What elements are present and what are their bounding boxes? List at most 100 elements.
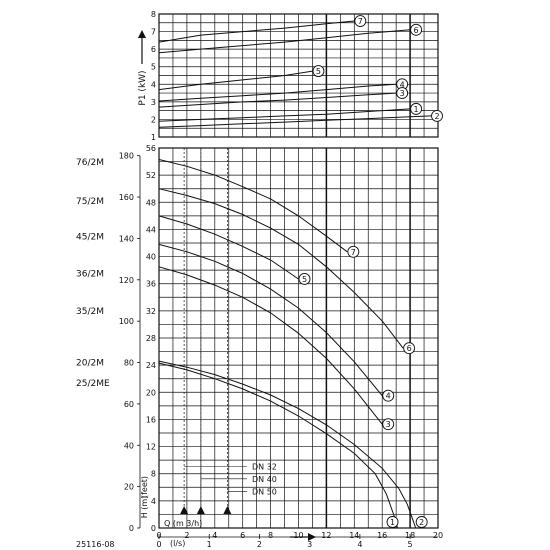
head-tick-label-m: 56: [146, 144, 156, 153]
model-label: 35/2M: [76, 307, 104, 317]
dn-label-2: DN 40: [252, 475, 277, 484]
head-curve-label-7: 7: [351, 248, 356, 257]
head-tick-label-m: 20: [146, 388, 156, 397]
dn-lines: DN 32 DN 40 DN 50: [183, 148, 277, 514]
head-curve-5: [158, 215, 299, 280]
head-tick-label-ft: 80: [124, 359, 134, 368]
dn-label-1: DN 32: [252, 462, 277, 471]
head-tick-label-m: 40: [146, 253, 156, 262]
head-x-tick-label: 6: [240, 531, 245, 540]
head-x-tick-label: 2: [184, 531, 189, 540]
head-curve-marker-7: [347, 245, 360, 258]
ls-tick-label: 0: [156, 540, 161, 549]
head-curve-label-1: 1: [390, 518, 395, 527]
power-curve-label-3: 3: [400, 89, 405, 98]
head-tick-label-m: 28: [146, 334, 156, 343]
model-labels: 76/2M 75/2M 45/2M 36/2M 35/2M 20/2M 25/2ME: [76, 158, 110, 389]
power-tick-label: 7: [151, 28, 156, 37]
dn-marker-3: [223, 506, 232, 514]
head-curve-marker-5: [298, 273, 311, 285]
head-tick-label-m: 16: [146, 415, 156, 424]
head-x-tick-label: 10: [293, 531, 303, 540]
head-tick-label-m: 8: [151, 470, 156, 479]
power-curve-2: [158, 115, 432, 128]
power-curve-4: [158, 83, 397, 102]
secondary-x-axis-label: (l/s): [170, 539, 185, 548]
head-tick-label-m: 12: [146, 443, 156, 452]
power-tick-label: 2: [151, 115, 156, 124]
power-curve-6: [158, 29, 411, 54]
power-curve-label-1: 1: [414, 105, 419, 114]
head-tick-label-ft: 20: [124, 483, 134, 492]
model-label: 36/2M: [76, 270, 104, 280]
head-curve-6: [158, 188, 404, 349]
ls-tick-label: 2: [257, 540, 262, 549]
head-curves: 7 6 5 4 3 1 2: [158, 159, 428, 529]
ls-tick-label: 5: [408, 540, 413, 549]
head-y-axis-label-metres: H (m): [140, 496, 149, 519]
power-curve-5: [158, 70, 313, 91]
power-curve-label-4: 4: [400, 80, 405, 89]
head-curve-marker-2: [415, 516, 428, 528]
power-y-axis-label: P1 (kW): [138, 70, 148, 105]
head-y-axis-label-feet: (feet): [140, 476, 149, 498]
head-curve-label-3: 3: [386, 420, 391, 429]
head-curve-label-2: 2: [419, 518, 424, 527]
head-tick-label-ft: 0: [129, 524, 134, 533]
power-y-axis: 1 2 3 4 5 6 7 8: [151, 10, 156, 142]
head-curve-label-4: 4: [386, 392, 391, 401]
head-tick-label-m: 52: [146, 171, 156, 180]
power-curve-1: [158, 108, 411, 122]
dn-markers: [180, 506, 232, 514]
head-x-tick-label: 20: [433, 531, 443, 540]
head-y-axis-feet: 0 20 40 60 80 100 120 140 160 180: [119, 152, 141, 533]
head-grid: [158, 147, 439, 529]
dn-marker-1: [180, 506, 189, 514]
model-label: 45/2M: [76, 232, 104, 242]
head-tick-label-m: 44: [146, 225, 156, 234]
head-tick-label-ft: 40: [124, 441, 134, 450]
head-tick-label-ft: 120: [119, 276, 134, 285]
head-x-tick-label: 16: [377, 531, 387, 540]
power-axis-arrow: [138, 30, 146, 64]
power-curve-3: [158, 92, 397, 108]
flow-axis-arrow: [290, 533, 316, 541]
head-curve-marker-6: [403, 342, 416, 355]
head-curve-marker-3: [382, 418, 395, 431]
head-tick-label-ft: 160: [119, 193, 134, 202]
power-curve-label-7: 7: [358, 17, 363, 26]
head-curve-7: [158, 159, 348, 253]
power-curve-marker-3: [396, 87, 409, 100]
head-tick-label-m: 32: [146, 307, 156, 316]
head-curve-3: [158, 266, 383, 425]
power-curve-marker-2: [431, 109, 443, 122]
head-x-axis-label: Q (m 3/h): [164, 519, 202, 528]
head-x-tick-label: 4: [212, 531, 217, 540]
power-tick-label: 1: [151, 133, 156, 142]
head-curve-marker-4: [382, 389, 395, 402]
ls-tick-label: 3: [307, 540, 312, 549]
dn-marker-2: [196, 506, 205, 514]
power-curve-7: [158, 20, 355, 43]
model-label: 25/2ME: [76, 379, 110, 389]
model-label: 76/2M: [76, 158, 104, 168]
head-x-tick-label: 14: [349, 531, 359, 540]
power-tick-label: 5: [151, 63, 156, 72]
head-tick-label-m: 48: [146, 198, 156, 207]
figure-code: 25116-08: [76, 540, 115, 549]
ls-tick-label: 1: [207, 540, 212, 549]
head-x-tick-label: 8: [268, 531, 273, 540]
power-curve-marker-5: [312, 65, 325, 78]
head-tick-label-m: 24: [146, 361, 156, 370]
head-tick-label-m: 4: [151, 497, 156, 506]
power-curve-label-2: 2: [434, 112, 439, 121]
power-curves: 7 6 5 431 2: [158, 15, 443, 128]
power-tick-label: 8: [151, 10, 156, 19]
power-curve-marker-1: [410, 102, 423, 115]
head-tick-label-m: 0: [151, 524, 156, 533]
head-tick-label-ft: 60: [124, 400, 134, 409]
